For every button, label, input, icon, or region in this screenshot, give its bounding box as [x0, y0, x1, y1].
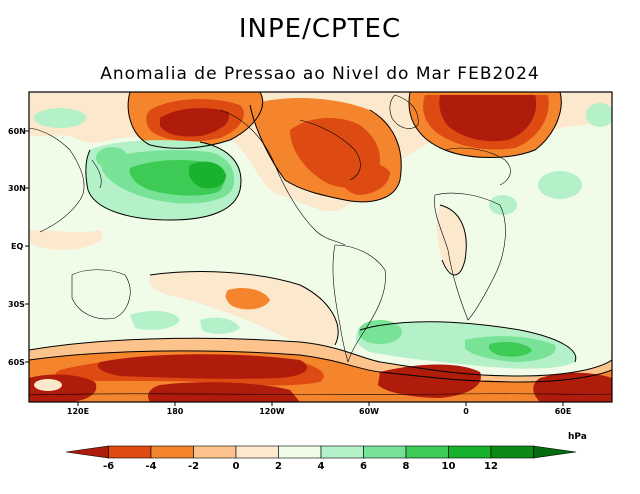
contour-lines	[29, 92, 612, 383]
antarctic-light-blob	[34, 379, 62, 391]
southern-belt-core-east	[533, 372, 612, 402]
legend-swatch	[150, 445, 194, 459]
south-pacific-high-blob	[130, 310, 180, 330]
longitude-axis: 120E 180 120W 60W 0 60E	[67, 402, 571, 416]
southern-belt-core-south	[148, 382, 300, 402]
lon-label: 120E	[67, 407, 89, 416]
coastlines	[29, 94, 612, 396]
legend-tick-label: -4	[145, 461, 156, 472]
south-america-high-blob	[358, 320, 402, 344]
legend-swatch	[235, 445, 279, 459]
arctic-high-blob	[34, 108, 86, 128]
map-subtitle: Anomalia de Pressao ao Nivel do Mar FEB2…	[100, 64, 540, 84]
legend-tick-label: 0	[233, 461, 240, 472]
lat-label: 60N	[8, 127, 26, 136]
legend-swatch	[193, 445, 237, 459]
legend-tick-label: 8	[403, 461, 410, 472]
organization-title: INPE/CPTEC	[238, 14, 402, 44]
asia-high-blob	[538, 171, 582, 199]
legend-swatch	[363, 445, 407, 459]
lon-label: 60W	[359, 407, 379, 416]
legend-tick-label: 6	[360, 461, 367, 472]
map-frame	[28, 91, 613, 403]
north-pacific-low-core	[160, 108, 230, 137]
lat-label: 30S	[8, 300, 25, 309]
lat-label: EQ	[11, 242, 23, 251]
legend-unit: hPa	[568, 432, 587, 442]
legend-swatch	[448, 445, 492, 459]
legend-swatch	[533, 445, 577, 459]
indonesia-band	[29, 230, 103, 250]
lon-label: 60E	[555, 407, 572, 416]
legend-tick-label: 2	[275, 461, 282, 472]
legend-tick-label: -2	[188, 461, 199, 472]
lon-label: 120W	[259, 407, 285, 416]
south-atlantic-high-core	[488, 342, 532, 357]
lon-label: 180	[167, 407, 184, 416]
japan-high-blob	[96, 147, 128, 169]
lat-label: 60S	[8, 358, 25, 367]
legend-tick-label: 4	[318, 461, 325, 472]
legend-swatch	[405, 445, 449, 459]
south-pacific-band	[149, 271, 339, 348]
atlantic-tropical-band	[436, 205, 467, 275]
europe-low-core	[439, 95, 537, 142]
latitude-axis: 60N 30N EQ 30S 60S	[8, 127, 29, 367]
north-pacific-high-core	[188, 161, 226, 189]
south-pacific-low-blob	[225, 288, 270, 310]
siberia-high-blob	[586, 103, 612, 127]
legend-tick-label: -6	[103, 461, 114, 472]
map-field	[29, 92, 612, 402]
legend-tick-label: 10	[442, 461, 456, 472]
lon-label: 0	[463, 407, 469, 416]
legend-swatch	[65, 445, 109, 459]
north-atlantic-low-mid	[339, 161, 390, 195]
legend-swatch	[108, 445, 152, 459]
lat-label: 30N	[8, 184, 26, 193]
color-legend: -6 -4 -2 0 2 4 6 8 10 12	[65, 445, 577, 472]
legend-tick-label: 12	[484, 461, 498, 472]
legend-swatch	[320, 445, 364, 459]
legend-swatch	[278, 445, 322, 459]
south-pacific-high-blob-2	[200, 317, 240, 334]
southern-belt-core-west	[97, 354, 308, 379]
legend-swatch	[490, 445, 534, 459]
arabia-high-blob	[489, 195, 517, 215]
